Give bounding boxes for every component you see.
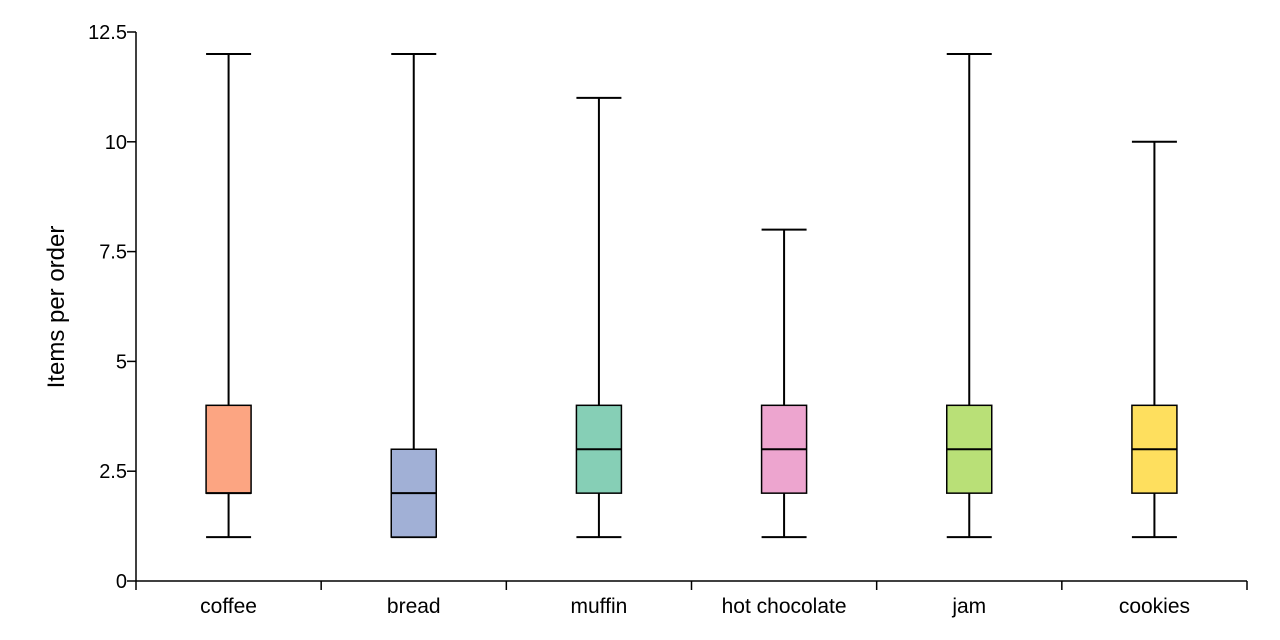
y-tick-label: 0 bbox=[116, 571, 127, 593]
iqr-box bbox=[205, 404, 252, 494]
y-tick-label: 2.5 bbox=[99, 461, 127, 483]
box-cookies bbox=[1131, 140, 1178, 539]
x-tick-label: jam bbox=[951, 595, 986, 618]
x-tick-label: coffee bbox=[200, 595, 257, 618]
x-tick-label: hot chocolate bbox=[722, 595, 847, 618]
y-tick-label: 10 bbox=[105, 132, 127, 154]
axes bbox=[135, 32, 1247, 582]
box-muffin bbox=[575, 96, 623, 539]
y-axis-title-group: Items per order bbox=[43, 226, 70, 389]
y-tick-label: 7.5 bbox=[99, 242, 127, 264]
y-tick-label: 12.5 bbox=[88, 22, 127, 44]
y-axis-ticks: 0 2.5 5 7.5 10 12.5 bbox=[88, 22, 136, 593]
y-tick-label: 5 bbox=[116, 351, 127, 373]
box-jam bbox=[946, 52, 993, 539]
box-series bbox=[205, 52, 1178, 539]
y-axis-title: Items per order bbox=[43, 226, 70, 389]
x-tick-label: cookies bbox=[1119, 595, 1190, 618]
x-axis-ticks: coffee bread muffin hot chocolate jam cookies bbox=[135, 581, 1248, 618]
x-tick-label: bread bbox=[387, 595, 441, 618]
box-hot-chocolate bbox=[760, 228, 808, 539]
box-coffee bbox=[205, 52, 252, 539]
x-tick-label: muffin bbox=[571, 595, 628, 618]
box-bread bbox=[390, 52, 437, 539]
